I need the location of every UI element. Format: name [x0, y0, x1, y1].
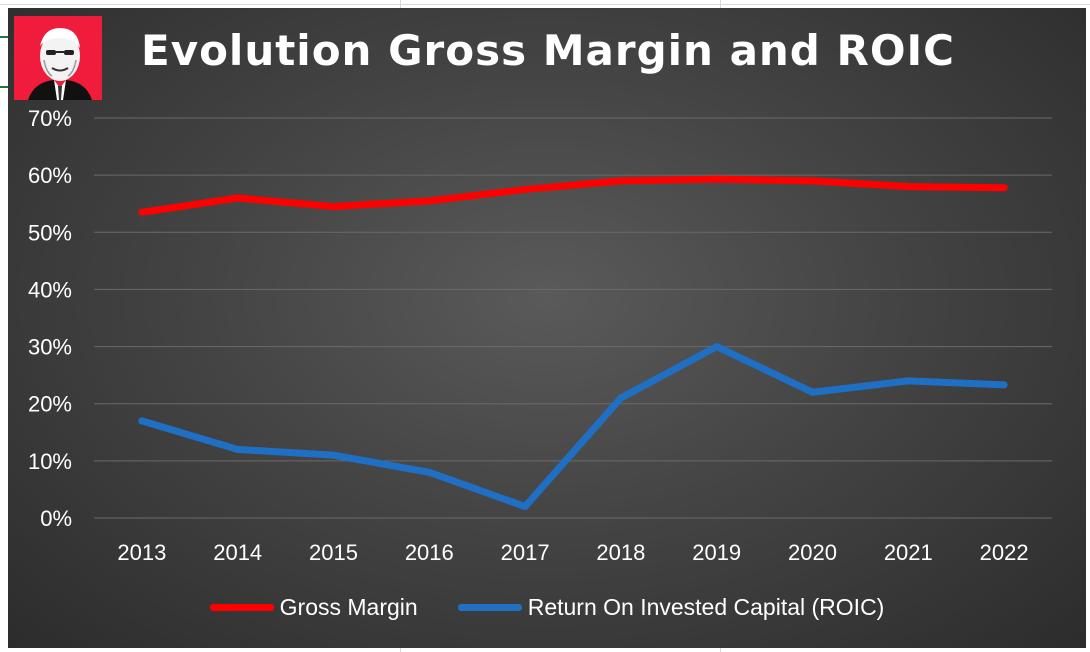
chart-area[interactable]: 0% 10% 20% 30% 40% 50% 60% 70% 2013 2014 2015 2016…: [8, 8, 1086, 648]
x-tick-label: 2022: [980, 540, 1029, 565]
data-point: [234, 194, 242, 202]
y-tick-label: 10%: [28, 449, 72, 474]
y-tick-label: 0%: [40, 506, 72, 531]
legend: Gross Margin Return On Invested Capital …: [8, 594, 1086, 621]
series-line-roic: [138, 343, 1008, 511]
y-tick-label: 40%: [28, 277, 72, 302]
legend-label: Gross Margin: [279, 594, 418, 620]
series-lines: [138, 175, 1008, 511]
data-point: [1000, 184, 1008, 192]
legend-item-roic: Return On Invested Capital (ROIC): [457, 594, 885, 621]
y-tick-label: 60%: [28, 163, 72, 188]
data-point: [904, 377, 912, 385]
data-point: [138, 208, 146, 216]
sheet-cell-border: [0, 86, 8, 88]
data-point: [809, 177, 816, 185]
line-chart: 0% 10% 20% 30% 40% 50% 60% 70% 2013 2014 2015 2016…: [28, 106, 1052, 565]
data-point: [713, 343, 721, 351]
sheet-cell-border: [0, 36, 8, 38]
series-line-gross-margin: [138, 175, 1008, 216]
data-point: [1000, 381, 1008, 389]
data-point: [809, 388, 816, 396]
legend-swatch: [209, 604, 274, 611]
x-tick-label: 2019: [692, 540, 741, 565]
data-point: [617, 177, 625, 185]
y-axis-tick-labels: 0% 10% 20% 30% 40% 50% 60% 70%: [28, 106, 72, 531]
data-point: [234, 445, 242, 453]
sheet-gridline: [0, 4, 1090, 5]
y-tick-label: 30%: [28, 335, 72, 360]
logo: [14, 16, 102, 100]
x-axis-tick-labels: 2013 2014 2015 2016 2017 2018 2019 2020 2021 2022: [117, 540, 1028, 565]
portrait-icon: [28, 28, 92, 100]
data-point: [425, 197, 433, 205]
data-point: [617, 394, 625, 402]
chart-title: Evolution Gross Margin and ROIC: [141, 26, 955, 75]
x-tick-label: 2021: [884, 540, 933, 565]
data-point: [330, 203, 337, 211]
legend-label: Return On Invested Capital (ROIC): [527, 594, 885, 620]
data-point: [904, 183, 912, 191]
x-tick-label: 2013: [117, 540, 166, 565]
data-point: [425, 468, 433, 476]
gridlines: [94, 117, 1052, 519]
x-tick-label: 2018: [596, 540, 645, 565]
data-point: [713, 175, 721, 183]
x-tick-label: 2017: [501, 540, 550, 565]
data-point: [138, 417, 146, 425]
x-tick-label: 2016: [405, 540, 454, 565]
x-tick-label: 2015: [309, 540, 358, 565]
x-tick-label: 2020: [788, 540, 837, 565]
data-point: [330, 451, 337, 459]
y-tick-label: 20%: [28, 392, 72, 417]
y-tick-label: 70%: [28, 106, 72, 131]
data-point: [521, 503, 529, 511]
data-point: [521, 185, 529, 193]
legend-item-gross-margin: Gross Margin: [209, 594, 418, 621]
x-tick-label: 2014: [213, 540, 262, 565]
legend-swatch: [457, 604, 522, 611]
y-tick-label: 50%: [28, 220, 72, 245]
